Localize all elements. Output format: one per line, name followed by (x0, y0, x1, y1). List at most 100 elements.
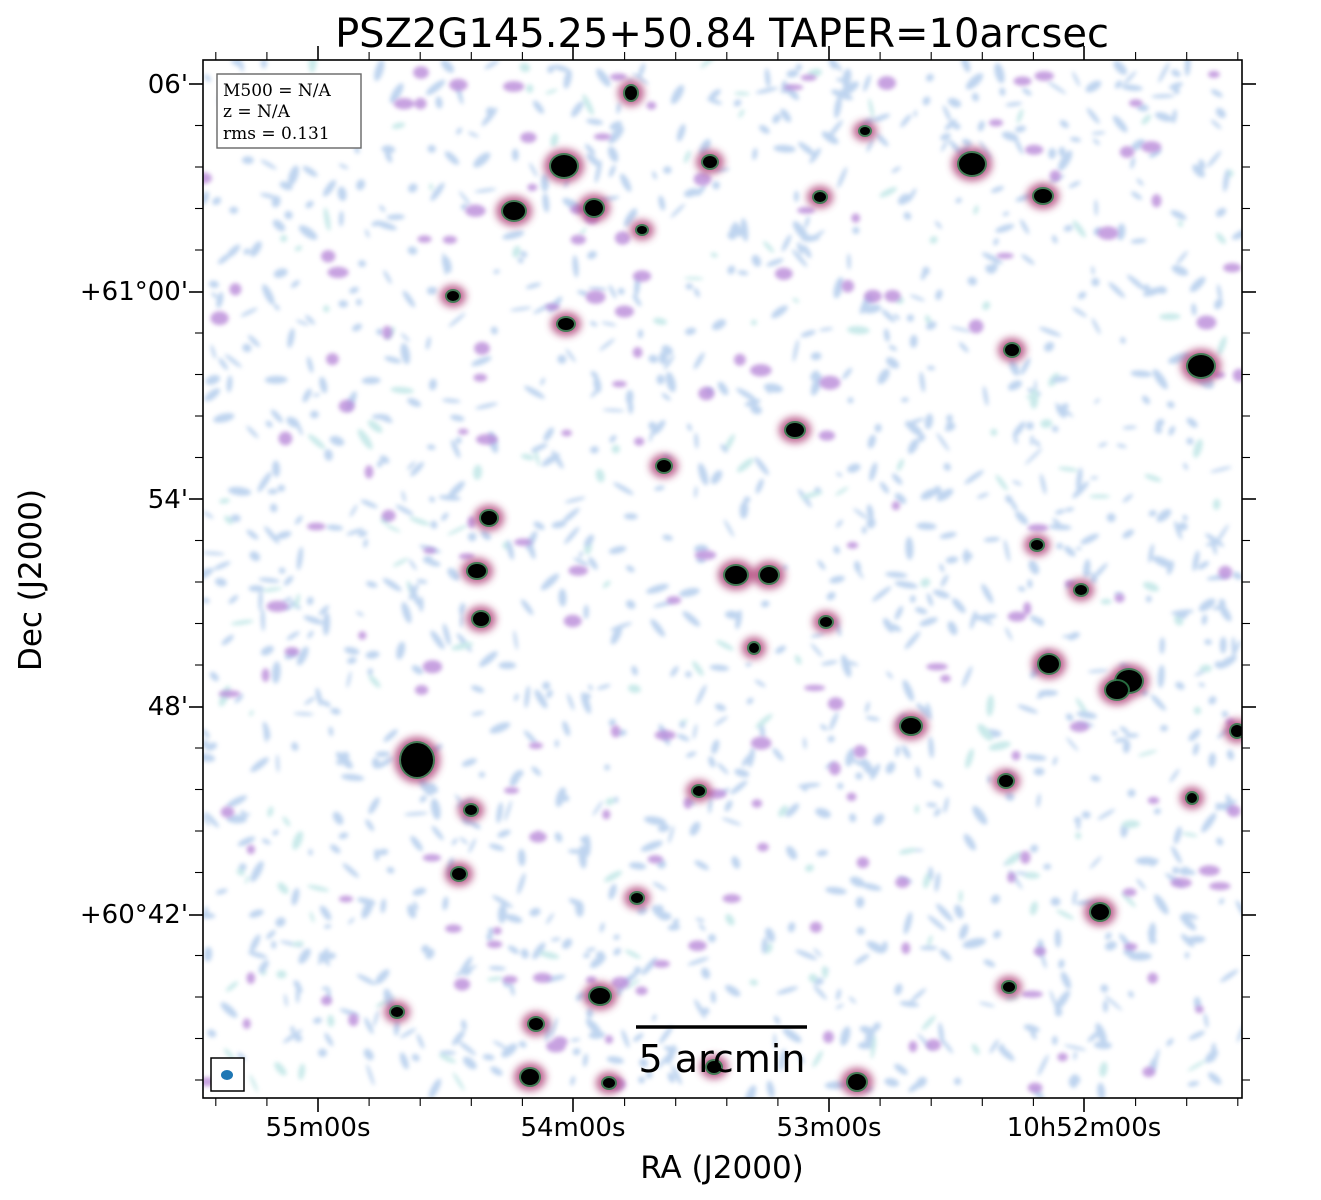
noise-blob (318, 1048, 327, 1058)
noise-blob (654, 730, 676, 740)
noise-blob (509, 770, 521, 787)
noise-blob (938, 1022, 945, 1045)
noise-blob (447, 481, 465, 499)
x-tick-label: 10h52m00s (1007, 1113, 1162, 1143)
noise-blob (461, 1019, 467, 1031)
noise-blob (542, 193, 550, 213)
noise-blob (786, 69, 799, 78)
sources-layer (384, 80, 1242, 1096)
noise-blob (924, 413, 934, 430)
noise-blob (1121, 84, 1143, 91)
noise-blob (865, 1031, 874, 1044)
noise-blob (933, 589, 950, 599)
noise-blob (531, 766, 542, 776)
noise-blob (520, 132, 537, 143)
noise-blob (910, 988, 927, 1003)
noise-blob (492, 927, 502, 935)
noise-blob (585, 290, 606, 304)
noise-blob (346, 671, 352, 688)
noise-blob (384, 356, 402, 364)
noise-blob (204, 811, 220, 828)
noise-blob (867, 434, 876, 449)
noise-blob (891, 501, 901, 511)
noise-blob (995, 223, 1015, 233)
noise-blob (909, 294, 925, 302)
noise-blob (855, 896, 865, 908)
noise-blob (621, 1029, 630, 1049)
noise-blob (364, 1017, 374, 1035)
noise-blob (915, 607, 928, 615)
noise-blob (1124, 943, 1138, 951)
noise-blob (1023, 1024, 1040, 1033)
noise-blob (1048, 524, 1072, 531)
noise-blob (708, 756, 716, 768)
noise-blob (1227, 805, 1241, 817)
noise-blob (663, 354, 675, 370)
noise-blob (1024, 754, 1047, 761)
noise-blob (474, 188, 497, 193)
noise-blob (520, 453, 535, 461)
noise-blob (1086, 107, 1100, 124)
noise-blob (1189, 276, 1206, 293)
noise-blob (1054, 929, 1062, 948)
noise-blob (530, 443, 548, 453)
noise-blob (271, 661, 281, 684)
noise-blob (533, 521, 545, 530)
noise-blob (652, 171, 657, 180)
noise-blob (442, 896, 449, 911)
noise-blob (829, 712, 839, 731)
noise-blob (693, 352, 705, 370)
noise-blob (1090, 775, 1101, 782)
noise-blob (1217, 336, 1227, 356)
noise-blob (810, 370, 820, 381)
noise-blob (1040, 953, 1047, 969)
noise-blob (283, 1029, 303, 1044)
noise-blob (527, 183, 538, 192)
noise-blob (447, 524, 468, 536)
noise-blob (1141, 141, 1162, 153)
noise-blob (695, 684, 707, 705)
noise-blob (278, 567, 286, 574)
noise-blob (734, 353, 746, 366)
noise-blob (324, 449, 333, 461)
noise-blob (698, 386, 715, 401)
noise-blob (226, 375, 233, 393)
noise-blob (1183, 462, 1188, 471)
noise-blob (1141, 114, 1152, 125)
noise-blob (842, 68, 852, 88)
noise-blob (815, 807, 831, 819)
noise-blob (284, 210, 293, 220)
noise-blob (694, 860, 709, 871)
noise-blob (981, 583, 994, 604)
noise-blob (226, 795, 248, 808)
noise-blob (386, 866, 395, 874)
noise-blob (1025, 394, 1039, 399)
noise-blob (323, 207, 331, 231)
noise-blob (305, 315, 316, 325)
noise-blob (502, 230, 525, 240)
noise-blob (864, 289, 882, 303)
noise-blob (243, 248, 251, 255)
noise-blob (988, 119, 1004, 127)
noise-blob (750, 404, 762, 415)
noise-blob (260, 645, 274, 656)
noise-blob (1177, 220, 1184, 227)
noise-blob (1150, 858, 1159, 867)
noise-blob (1027, 1082, 1043, 1093)
noise-blob (920, 271, 927, 280)
noise-blob (620, 173, 632, 192)
noise-blob (411, 1053, 420, 1062)
source-core (749, 643, 759, 653)
noise-blob (395, 504, 414, 516)
noise-blob (294, 245, 303, 252)
noise-blob (670, 84, 685, 105)
noise-blob (529, 162, 538, 177)
noise-blob (999, 87, 1006, 96)
noise-blob (542, 681, 551, 690)
noise-blob (463, 968, 473, 976)
noise-blob (258, 577, 280, 583)
noise-blob (381, 509, 396, 522)
noise-blob (736, 458, 754, 473)
noise-blob (257, 471, 272, 493)
noise-blob (1141, 395, 1151, 405)
